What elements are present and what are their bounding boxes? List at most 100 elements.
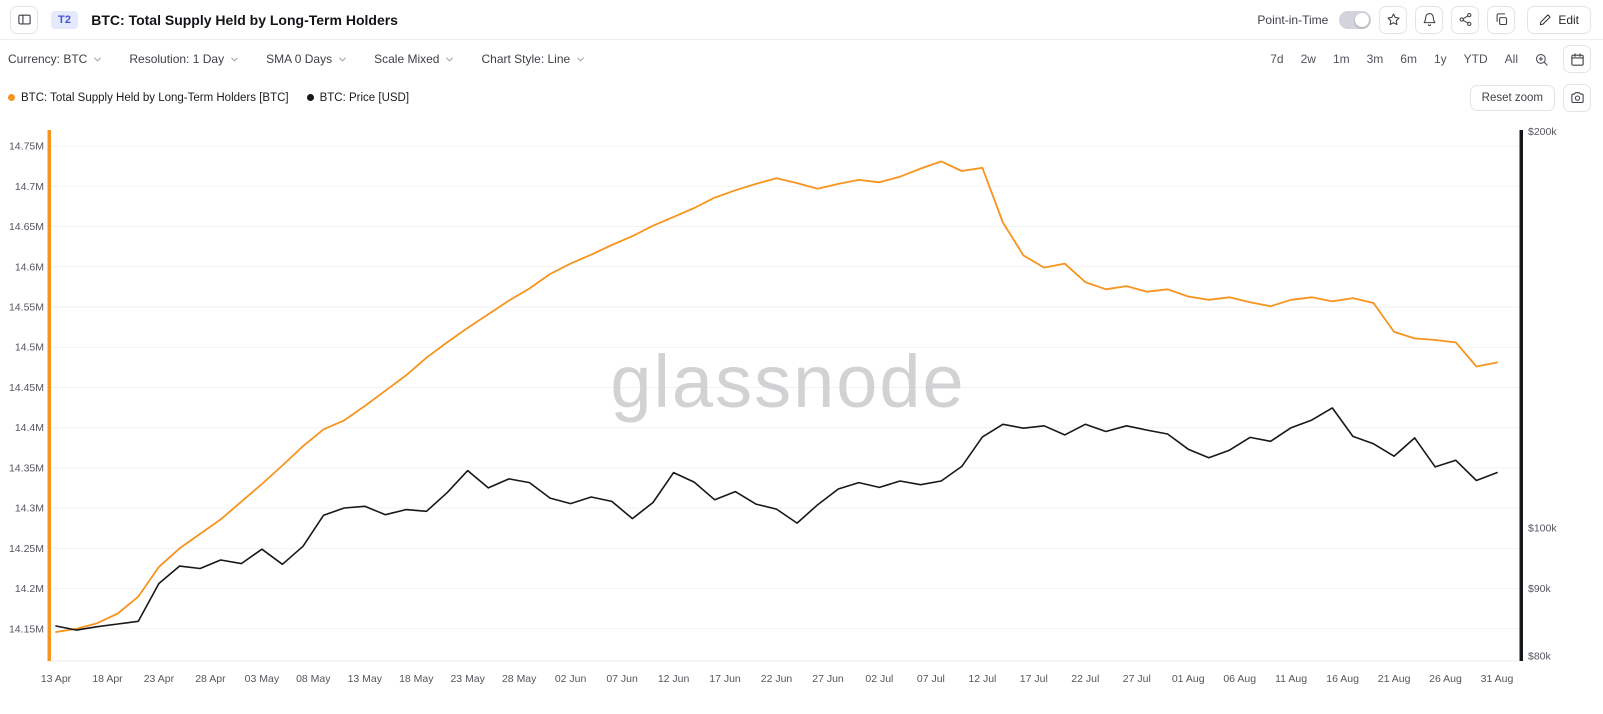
legend-right: Reset zoom <box>1469 83 1591 112</box>
chevron-down-icon <box>231 57 238 61</box>
left-axis-label: 14.75M <box>9 141 44 153</box>
panel-left-icon <box>17 14 31 25</box>
left-axis-label: 14.7M <box>15 181 44 193</box>
camera-icon <box>1570 92 1584 104</box>
x-axis-label: 11 Aug <box>1275 673 1307 685</box>
edit-button-label: Edit <box>1558 12 1579 27</box>
legend-dot <box>8 94 15 101</box>
chart-canvas[interactable]: glassnode 14.75M 14.7M 14.65M 14.6M 14.55M 14.… <box>0 117 1603 714</box>
range-button-7d[interactable]: 7d <box>1263 48 1290 70</box>
sidebar-toggle-button[interactable] <box>10 5 38 34</box>
left-axis-label: 14.6M <box>15 261 44 273</box>
chevron-down-icon <box>94 57 102 61</box>
x-axis-label: 07 Jul <box>917 673 945 685</box>
x-axis-label: 28 May <box>502 673 537 685</box>
left-axis-label: 14.35M <box>9 462 44 474</box>
glassnode-watermark: glassnode <box>610 340 965 423</box>
legend-label: BTC: Price [USD] <box>319 91 410 104</box>
chart-style-dropdown-label: Chart Style: Line <box>481 52 571 66</box>
x-axis-label: 13 May <box>348 673 383 685</box>
share-button[interactable] <box>1451 5 1480 34</box>
x-axis-label: 31 Aug <box>1481 673 1514 685</box>
x-axis-label: 22 Jun <box>761 673 793 685</box>
left-axis-label: 14.3M <box>15 503 44 515</box>
scale-dropdown[interactable]: Scale Mixed <box>374 52 455 66</box>
left-axis-label: 14.4M <box>15 422 44 434</box>
calendar-icon <box>1570 52 1584 66</box>
favorite-button[interactable] <box>1379 5 1408 34</box>
supply-series-line <box>55 160 1498 633</box>
range-button-ytd[interactable]: YTD <box>1457 48 1495 70</box>
sma-dropdown[interactable]: SMA 0 Days <box>266 52 348 66</box>
copy-button[interactable] <box>1487 5 1516 34</box>
bell-icon <box>1423 13 1436 27</box>
right-axis-label: $200k <box>1528 126 1557 138</box>
legend-item-0[interactable]: BTC: Total Supply Held by Long-Term Hold… <box>8 92 289 104</box>
left-axis-label: 14.25M <box>9 543 44 555</box>
chevron-down-icon <box>577 57 584 61</box>
range-button-3m[interactable]: 3m <box>1360 48 1391 70</box>
range-button-1m[interactable]: 1m <box>1326 48 1357 70</box>
legend-row: BTC: Total Supply Held by Long-Term Hold… <box>0 78 1603 117</box>
resolution-dropdown[interactable]: Resolution: 1 Day <box>129 52 240 66</box>
edit-button[interactable]: Edit <box>1527 5 1591 34</box>
zoom-select-button[interactable] <box>1528 46 1554 72</box>
x-axis-label: 07 Jun <box>606 673 638 685</box>
right-axis-label: $100k <box>1528 523 1557 535</box>
range-button-1y[interactable]: 1y <box>1427 48 1454 70</box>
x-axis-label: 03 May <box>245 673 280 685</box>
share-icon <box>1459 12 1472 27</box>
toolbar-right: 7d 2w 1m 3m 6m 1y YTD All <box>1263 45 1591 73</box>
range-button-6m[interactable]: 6m <box>1393 48 1424 70</box>
left-axis-label: 14.55M <box>9 302 44 314</box>
x-axis-label: 18 May <box>399 673 434 685</box>
alerts-button[interactable] <box>1415 5 1444 34</box>
range-button-all[interactable]: All <box>1498 48 1525 70</box>
x-axis-label: 17 Jun <box>709 673 741 685</box>
x-axis-label: 26 Aug <box>1429 673 1462 685</box>
pencil-icon <box>1540 14 1551 26</box>
x-axis-label: 08 May <box>296 673 331 685</box>
x-axis-label: 16 Aug <box>1326 673 1359 685</box>
x-axis-label: 13 Apr <box>41 673 72 685</box>
page-title: BTC: Total Supply Held by Long-Term Hold… <box>91 11 398 28</box>
point-in-time-label: Point-in-Time <box>1257 12 1329 27</box>
x-axis-tick-labels: 13 Apr 18 Apr 23 Apr 28 Apr 03 May 08 May 13 M… <box>41 673 1514 685</box>
currency-dropdown[interactable]: Currency: BTC <box>8 52 103 66</box>
left-axis-label: 14.65M <box>9 221 44 233</box>
legend: BTC: Total Supply Held by Long-Term Hold… <box>8 92 409 104</box>
point-in-time-toggle[interactable] <box>1339 10 1372 29</box>
x-axis-label: 28 Apr <box>195 673 226 685</box>
right-axis-label: $90k <box>1528 583 1552 595</box>
left-axis-label: 14.5M <box>15 342 44 354</box>
chart-style-dropdown[interactable]: Chart Style: Line <box>481 52 586 66</box>
price-series-line <box>55 407 1498 631</box>
chevron-down-icon <box>446 57 454 61</box>
chart-toolbar: Currency: BTC Resolution: 1 Day SMA 0 Da… <box>0 40 1603 78</box>
resolution-dropdown-label: Resolution: 1 Day <box>129 52 225 66</box>
header: T2 BTC: Total Supply Held by Long-Term H… <box>0 0 1603 40</box>
legend-item-1[interactable]: BTC: Price [USD] <box>306 91 410 104</box>
x-axis-label: 23 Apr <box>144 673 175 685</box>
x-axis-label: 02 Jul <box>865 673 893 685</box>
plot-hover-area[interactable] <box>49 130 1521 661</box>
screenshot-button[interactable] <box>1563 83 1591 112</box>
x-axis-label: 21 Aug <box>1378 673 1411 685</box>
x-axis-label: 01 Aug <box>1172 673 1205 685</box>
header-left: T2 BTC: Total Supply Held by Long-Term H… <box>10 5 398 34</box>
range-button-2w[interactable]: 2w <box>1294 48 1323 70</box>
header-right: Point-in-Time Edit <box>1257 5 1591 34</box>
right-axis-label: $80k <box>1528 651 1552 663</box>
reset-zoom-button[interactable]: Reset zoom <box>1469 84 1555 111</box>
toggle-knob <box>1355 12 1370 27</box>
scale-dropdown-label: Scale Mixed <box>374 52 440 66</box>
x-axis-label: 27 Jul <box>1123 673 1151 685</box>
chart-area[interactable]: glassnode 14.75M 14.7M 14.65M 14.6M 14.55M 14.… <box>0 117 1603 714</box>
x-axis-label: 12 Jul <box>968 673 996 685</box>
left-axis-label: 14.15M <box>9 623 44 635</box>
legend-label: BTC: Total Supply Held by Long-Term Hold… <box>21 91 289 104</box>
date-range-button[interactable] <box>1563 45 1591 73</box>
copy-icon <box>1496 13 1507 26</box>
x-axis-label: 27 Jun <box>812 673 844 685</box>
legend-dot <box>306 94 314 101</box>
